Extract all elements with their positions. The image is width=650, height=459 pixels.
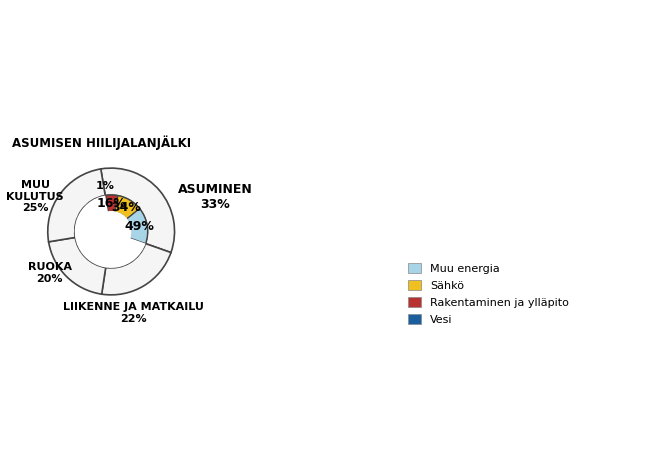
Text: 16%: 16%: [97, 197, 127, 210]
Wedge shape: [101, 168, 175, 252]
Legend: Muu energia, Sähkö, Rakentaminen ja ylläpito, Vesi: Muu energia, Sähkö, Rakentaminen ja yllä…: [408, 263, 569, 325]
Wedge shape: [75, 196, 146, 268]
Text: 49%: 49%: [124, 220, 154, 233]
Circle shape: [92, 212, 131, 251]
Text: ASUMISEN HIILIJALANJÄLKI: ASUMISEN HIILIJALANJÄLKI: [12, 135, 191, 150]
Wedge shape: [47, 169, 105, 242]
Wedge shape: [49, 237, 106, 294]
Wedge shape: [115, 196, 140, 219]
Text: RUOKA
20%: RUOKA 20%: [28, 262, 72, 284]
Text: 34%: 34%: [111, 201, 140, 214]
Text: MUU
KULUTUS
25%: MUU KULUTUS 25%: [6, 180, 64, 213]
Wedge shape: [106, 195, 118, 212]
Wedge shape: [105, 196, 109, 212]
Text: 1%: 1%: [96, 181, 114, 191]
Text: ASUMINEN
33%: ASUMINEN 33%: [177, 183, 252, 211]
Wedge shape: [127, 209, 148, 244]
Text: LIIKENNE JA MATKAILU
22%: LIIKENNE JA MATKAILU 22%: [62, 302, 203, 324]
Wedge shape: [101, 244, 171, 295]
